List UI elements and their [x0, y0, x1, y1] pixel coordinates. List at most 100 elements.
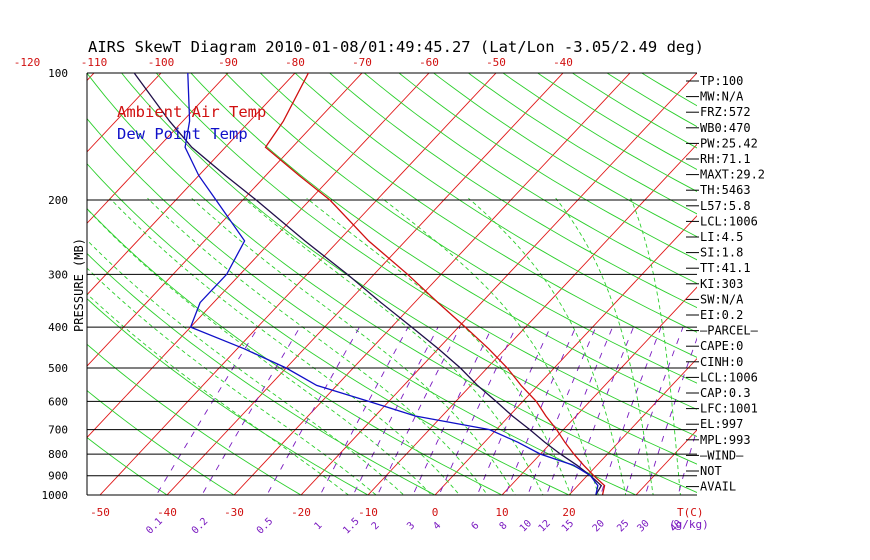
- pressure-tick-label: 700: [48, 424, 68, 437]
- chart-title: AIRS SkewT Diagram 2010-01-08/01:49:45.2…: [88, 38, 704, 56]
- moist-adiabat-line: [87, 293, 350, 495]
- isotherm-line: [233, 73, 631, 495]
- dry-adiabat-line: [87, 207, 503, 495]
- temp-tick-label-bottom: -10: [358, 506, 378, 519]
- dry-adiabat-line: [294, 73, 697, 333]
- index-item: TT:41.1: [700, 261, 751, 275]
- dry-adiabat-line: [259, 73, 697, 358]
- index-item: CAPE:0: [700, 339, 743, 353]
- mixing-ratio-line: [201, 326, 301, 495]
- index-item: MAXT:29.2: [700, 168, 765, 182]
- dry-adiabat-line: [571, 73, 697, 149]
- pressure-tick-label: 400: [48, 321, 68, 334]
- dry-adiabat-line: [87, 343, 302, 495]
- dewpoint-trace: [184, 73, 599, 495]
- isotherm-line: [300, 73, 697, 495]
- moist-adiabat-line: [109, 197, 461, 495]
- dry-adiabat-line: [502, 73, 697, 192]
- index-item: —PARCEL—: [700, 324, 759, 338]
- index-item: KI:303: [700, 277, 743, 291]
- moist-adiabat-line: [191, 197, 516, 495]
- index-item: LCL:1006: [700, 370, 758, 384]
- index-item: LCL:1006: [700, 214, 758, 228]
- isotherm-line: [87, 73, 162, 153]
- temp-tick-label-top: -70: [352, 56, 372, 69]
- temp-tick-label-bottom: 20: [562, 506, 575, 519]
- isotherm-line: [166, 73, 564, 495]
- dry-adiabat-line: [121, 73, 697, 465]
- isotherm-line: [635, 429, 697, 495]
- index-item: NOT: [700, 464, 722, 478]
- index-item: MW:N/A: [700, 90, 744, 104]
- pressure-tick-label: 900: [48, 470, 68, 483]
- dry-adiabat-line: [87, 73, 697, 493]
- legend-dewpoint: Dew Point Temp: [117, 125, 248, 143]
- index-item: SI:1.8: [700, 246, 743, 260]
- temp-tick-label-bottom: -40: [157, 506, 177, 519]
- moist-adiabat-line: [87, 267, 377, 495]
- moist-adiabat-line: [147, 197, 488, 495]
- index-item: EI:0.2: [700, 308, 743, 322]
- mixing-ratio-line: [155, 326, 259, 495]
- pressure-tick-label: 500: [48, 362, 68, 375]
- index-item: EL:997: [700, 417, 743, 431]
- dry-adiabat-line: [87, 389, 235, 495]
- pressure-tick-label: 100: [48, 67, 68, 80]
- mixing-ratio-line: [266, 326, 360, 495]
- moist-adiabat-line: [87, 208, 433, 495]
- temp-tick-label-bottom: -50: [90, 506, 110, 519]
- index-item: L57:5.8: [700, 199, 751, 213]
- index-item: AVAIL: [700, 480, 736, 494]
- moist-adiabat-line: [381, 197, 599, 495]
- isotherm-line: [87, 73, 229, 224]
- dry-adiabat-line: [155, 73, 697, 437]
- pressure-tick-label: 200: [48, 194, 68, 207]
- temp-tick-label-bottom: 0: [432, 506, 439, 519]
- pressure-tick-label: 600: [48, 395, 68, 408]
- moist-adiabat-line: [87, 239, 405, 495]
- temp-tick-label-top: -120: [14, 56, 41, 69]
- isotherm-line: [87, 73, 363, 367]
- dry-adiabat-line: [398, 73, 697, 261]
- dry-adiabat-line: [536, 73, 697, 171]
- temp-tick-label-top: -60: [419, 56, 439, 69]
- mixing-ratio-unit: (g/kg): [669, 518, 709, 531]
- dry-adiabat-line: [225, 73, 697, 384]
- temp-tick-label-bottom: -30: [224, 506, 244, 519]
- isotherm-line: [367, 143, 697, 495]
- dry-adiabat-line: [328, 73, 697, 309]
- temp-tick-label-bottom: 10: [495, 506, 508, 519]
- index-item: CINH:0: [700, 355, 743, 369]
- traces-layer: [133, 73, 606, 495]
- parcel-trace: [133, 73, 603, 495]
- legend-ambient: Ambient Air Temp: [117, 103, 266, 121]
- dry-adiabat-line: [190, 73, 697, 410]
- pressure-tick-label: 300: [48, 268, 68, 281]
- mixing-ratio-line: [677, 427, 697, 495]
- temp-tick-label-top: -90: [218, 56, 238, 69]
- temp-tick-label-top: -50: [486, 56, 506, 69]
- index-item: CAP:0.3: [700, 386, 751, 400]
- index-item: TP:100: [700, 74, 743, 88]
- isotherm-line: [99, 73, 497, 495]
- temp-tick-label-top: -100: [148, 56, 175, 69]
- dry-adiabat-line: [467, 73, 697, 215]
- dry-adiabat-line: [87, 163, 571, 495]
- index-item: FRZ:572: [700, 105, 751, 119]
- ambient-temp-trace: [264, 73, 606, 495]
- index-item: SW:N/A: [700, 292, 744, 306]
- index-item: PW:25.42: [700, 136, 758, 150]
- pressure-tick-label: 800: [48, 448, 68, 461]
- index-item: TH:5463: [700, 183, 751, 197]
- isotherm-line: [434, 215, 697, 495]
- temp-tick-label-top: -110: [81, 56, 108, 69]
- index-item: LFC:1001: [700, 402, 758, 416]
- isotherm-line: [87, 73, 430, 439]
- dry-adiabat-line: [363, 73, 697, 284]
- temp-tick-label-top: -80: [285, 56, 305, 69]
- index-item: MPL:993: [700, 433, 751, 447]
- index-item: —WIND—: [700, 448, 744, 462]
